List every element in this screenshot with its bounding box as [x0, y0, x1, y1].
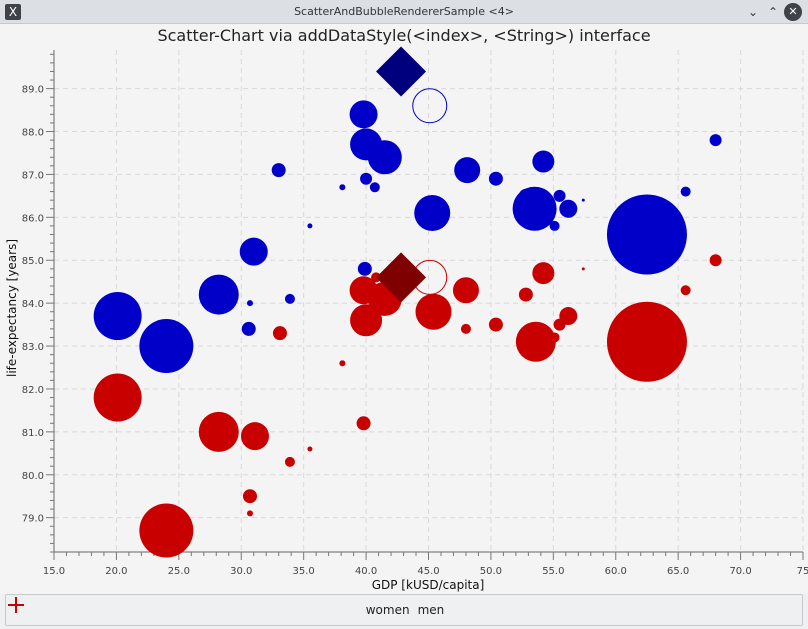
men-bubble — [518, 287, 533, 302]
men-highlight-diamond — [376, 252, 427, 303]
women-bubble — [581, 198, 585, 202]
x-tick-label: 20.0 — [105, 566, 127, 577]
y-tick-label: 79.0 — [22, 514, 44, 525]
women-bubble — [709, 134, 722, 147]
y-tick-label: 82.0 — [22, 385, 44, 396]
legend: women men — [5, 594, 803, 626]
men-bubble — [460, 323, 471, 334]
women-bubble — [512, 186, 557, 231]
women-bubble — [284, 293, 295, 304]
men-bubble — [350, 304, 383, 337]
men-bubble — [339, 360, 346, 367]
legend-item-men: men — [8, 597, 445, 617]
x-tick-label: 55.0 — [542, 566, 564, 577]
men-bubble — [284, 456, 295, 467]
y-tick-label: 88.0 — [22, 128, 44, 139]
men-bubble — [680, 285, 691, 296]
women-bubble — [367, 140, 402, 175]
men-bubble — [452, 277, 479, 304]
women-bubble — [549, 220, 560, 231]
women-bubble — [241, 321, 256, 336]
women-bubble — [369, 182, 380, 193]
women-bubble — [93, 292, 142, 341]
y-tick-label: 81.0 — [22, 428, 44, 439]
women-bubble — [307, 223, 313, 229]
window-titlebar[interactable]: X ScatterAndBubbleRendererSample <4> ⌄ ⌃… — [0, 0, 808, 24]
men-bubble — [549, 332, 560, 343]
minimize-icon[interactable]: ⌄ — [747, 5, 759, 19]
chart-area[interactable]: Scatter-Chart via addDataStyle(<index>, … — [0, 24, 808, 594]
x-window-icon[interactable]: X — [5, 4, 21, 20]
x-tick-label: 60.0 — [605, 566, 627, 577]
men-bubble — [356, 416, 371, 431]
x-tick-label: 50.0 — [480, 566, 502, 577]
women-bubble — [559, 199, 578, 218]
close-icon[interactable]: ✕ — [784, 3, 802, 21]
men-bubble — [307, 446, 313, 452]
women-bubble — [139, 319, 194, 374]
x-tick-label: 65.0 — [667, 566, 689, 577]
x-tick-label: 15.0 — [43, 566, 65, 577]
chart-title: Scatter-Chart via addDataStyle(<index>, … — [157, 26, 650, 45]
axes: 15.0 20.0 25.0 30.0 35.0 40.0 45.0 50.0 55.0 60.0… — [22, 50, 808, 577]
women-bubble — [606, 194, 687, 275]
men-bubble — [246, 510, 253, 517]
legend-label: men — [417, 603, 445, 617]
women-bubble — [360, 172, 373, 185]
men-bubble — [93, 373, 142, 422]
legend-symbol-icon — [8, 597, 24, 613]
x-axis-label: GDP [kUSD/capita] — [372, 578, 485, 592]
women-bubble — [680, 186, 691, 197]
x-tick-label: 30.0 — [230, 566, 252, 577]
men-bubble — [606, 301, 687, 382]
men-bubble — [415, 293, 452, 330]
y-tick-label: 84.0 — [22, 299, 44, 310]
men-bubble — [240, 422, 269, 451]
men-bubble — [559, 307, 578, 326]
x-tick-label: 25.0 — [168, 566, 190, 577]
maximize-icon[interactable]: ⌃ — [767, 5, 779, 19]
legend-label: women — [365, 603, 410, 617]
men-bubble — [488, 317, 503, 332]
x-tick-label: 35.0 — [293, 566, 315, 577]
women-bubble — [339, 184, 346, 191]
x-tick-label: 75 — [797, 566, 808, 577]
x-tick-label: 45.0 — [417, 566, 439, 577]
x-tick-label: 40.0 — [355, 566, 377, 577]
men-bubble — [515, 321, 556, 362]
men-bubble — [709, 254, 722, 267]
women-bubble — [246, 300, 253, 307]
men-bubble — [272, 326, 287, 341]
data-marks — [93, 46, 722, 558]
men-bubble — [242, 489, 257, 504]
y-tick-label: 89.0 — [22, 85, 44, 96]
women-bubble — [414, 195, 451, 232]
women-bubble — [454, 157, 481, 184]
y-tick-label: 83.0 — [22, 342, 44, 353]
y-axis-label: life-expectancy [years] — [5, 239, 19, 377]
y-tick-label: 87.0 — [22, 170, 44, 181]
scatter-chart[interactable]: Scatter-Chart via addDataStyle(<index>, … — [0, 24, 808, 594]
men-bubble — [139, 503, 194, 558]
women-highlight-diamond — [376, 46, 427, 97]
y-tick-label: 85.0 — [22, 256, 44, 267]
window-title: ScatterAndBubbleRendererSample <4> — [294, 5, 514, 18]
men-bubble — [198, 411, 239, 452]
y-tick-label: 80.0 — [22, 471, 44, 482]
women-bubble — [532, 150, 555, 173]
women-bubble — [349, 100, 378, 129]
women-bubble — [357, 261, 372, 276]
women-bubble — [239, 237, 268, 266]
men-bubble — [532, 262, 555, 285]
y-tick-label: 86.0 — [22, 213, 44, 224]
women-bubble — [553, 189, 566, 202]
women-bubble — [488, 171, 503, 186]
women-bubble — [198, 274, 239, 315]
women-bubble — [271, 163, 286, 178]
x-tick-label: 70.0 — [729, 566, 751, 577]
legend-item-women: women — [8, 597, 410, 617]
men-bubble — [581, 267, 585, 271]
women-highlight-ring — [412, 88, 448, 124]
